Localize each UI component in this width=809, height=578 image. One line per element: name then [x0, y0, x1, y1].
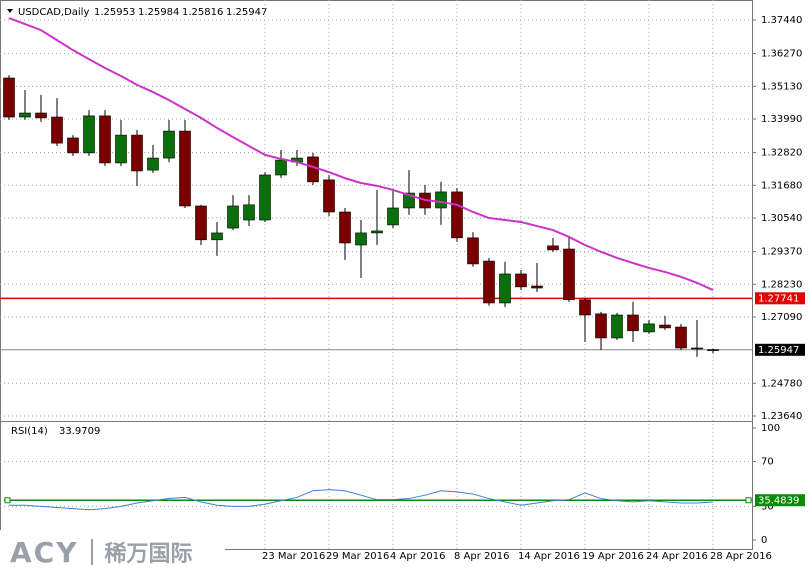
y-tick-label: 0 — [761, 535, 767, 546]
candle-body — [707, 349, 719, 351]
candle-body — [67, 137, 79, 154]
level-label-box — [755, 494, 805, 507]
ohlc-close: 1.25947 — [226, 7, 267, 18]
x-tick-label: 8 Apr 2016 — [454, 551, 509, 562]
candle-body — [563, 248, 575, 301]
level-marker — [4, 497, 11, 504]
rsi-value: 33.9709 — [59, 426, 100, 437]
candle-body — [675, 326, 687, 349]
y-tick-label: 30 — [761, 501, 774, 512]
candle-body — [323, 179, 335, 213]
y-tick-label: 1.23640 — [761, 411, 802, 422]
y-tick-label: 1.24780 — [761, 378, 802, 389]
menu-icon[interactable] — [7, 9, 13, 13]
candle-body — [451, 191, 463, 239]
x-tick-label: 24 Apr 2016 — [646, 551, 708, 562]
candle-body — [195, 205, 207, 241]
x-tick-label: 14 Apr 2016 — [518, 551, 580, 562]
candle-body — [355, 232, 367, 246]
candle-body — [531, 285, 543, 289]
level-marker — [745, 497, 752, 504]
candle-body — [3, 77, 15, 118]
candle-body — [307, 156, 319, 183]
x-tick-label: 19 Apr 2016 — [582, 551, 644, 562]
divider — [90, 539, 93, 565]
candle-body — [691, 347, 703, 350]
candle-body — [147, 157, 159, 171]
y-tick-label: 1.36270 — [761, 49, 802, 60]
candle-body — [19, 112, 31, 118]
y-tick-label: 1.31680 — [761, 180, 802, 191]
symbol: USDCAD,Daily — [18, 7, 89, 18]
candle-body — [115, 134, 127, 164]
ohlc-open: 1.25953 — [94, 7, 135, 18]
candle-body — [163, 130, 175, 159]
level-label: 35.4839 — [758, 495, 799, 506]
candle-body — [435, 191, 447, 209]
candle-body — [611, 314, 623, 339]
candle-body — [387, 207, 399, 226]
candle-body — [83, 115, 95, 154]
candle-body — [275, 159, 287, 176]
y-tick-label: 1.27090 — [761, 312, 802, 323]
candle-body — [99, 115, 111, 164]
y-tick-label: 1.29370 — [761, 247, 802, 258]
candle-body — [467, 237, 479, 265]
candle-body — [339, 211, 351, 244]
x-tick-label: 28 Apr 2016 — [710, 551, 772, 562]
y-tick-label: 100 — [761, 423, 780, 434]
plot-frame — [0, 0, 753, 550]
x-tick-label: 29 Mar 2016 — [326, 551, 389, 562]
candle-body — [595, 313, 607, 339]
candle-body — [259, 174, 271, 221]
y-tick-label: 1.35130 — [761, 81, 802, 92]
y-tick-label: 70 — [761, 457, 774, 468]
y-tick-label: 1.30540 — [761, 213, 802, 224]
candle-body — [403, 192, 415, 209]
x-tick-label: 4 Apr 2016 — [390, 551, 445, 562]
candle-body — [499, 273, 511, 304]
brand-name: 稀万国际 — [104, 542, 193, 567]
candle-body — [643, 323, 655, 333]
rsi-title: RSI(14) — [11, 426, 48, 437]
rsi-line — [9, 489, 714, 511]
candle-body — [211, 232, 223, 241]
brand: ACY — [10, 535, 79, 569]
level-label-box — [755, 292, 805, 305]
ohlc-high: 1.25984 — [138, 7, 179, 18]
candle-body — [179, 130, 191, 207]
candle-body — [35, 112, 47, 119]
candle-body — [627, 314, 639, 332]
x-tick-label: 23 Mar 2016 — [262, 551, 325, 562]
candle-body — [371, 230, 383, 234]
y-tick-label: 1.33990 — [761, 114, 802, 125]
y-tick-label: 1.37440 — [761, 15, 802, 26]
y-tick-label: 1.28230 — [761, 279, 802, 290]
ohlc-low: 1.25816 — [182, 7, 223, 18]
moving-average — [8, 17, 714, 291]
candle-body — [579, 299, 591, 316]
candle-body — [243, 204, 255, 221]
price-label: 1.25947 — [758, 345, 799, 356]
y-tick-label: 1.32820 — [761, 148, 802, 159]
candle-body — [547, 245, 559, 251]
candle-body — [51, 116, 63, 144]
candle-body — [515, 273, 527, 288]
price-label-box — [755, 343, 805, 356]
candle-body — [483, 260, 495, 304]
candle-body — [227, 205, 239, 229]
watermark: ACY 稀万国际 — [0, 530, 225, 574]
level-label: 1.27741 — [758, 293, 799, 304]
candle-body — [131, 134, 143, 172]
candle-body — [659, 324, 671, 329]
